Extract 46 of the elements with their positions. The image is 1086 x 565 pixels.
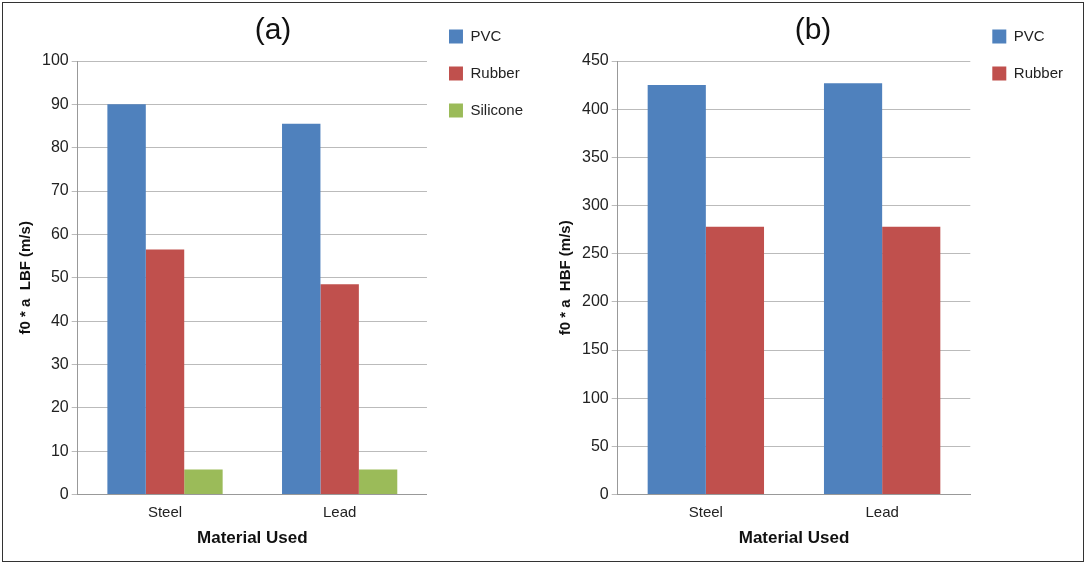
y-axis-title: f0 * a HBF (m/s): [556, 220, 574, 336]
bar: [358, 469, 398, 495]
y-tick-label: 60: [50, 224, 69, 242]
legend-label: Silicone: [470, 100, 523, 118]
y-tick-label: 10: [50, 441, 69, 459]
bar: [145, 249, 185, 495]
x-tick-label: Steel: [147, 502, 183, 520]
y-tick-label: 40: [50, 311, 69, 329]
y-tick-label: 80: [50, 138, 69, 156]
y-tick-label: 50: [50, 268, 69, 286]
x-tick-label: Lead: [322, 502, 357, 520]
legend-label: Rubber: [1013, 63, 1064, 81]
chart-title: (a): [254, 12, 292, 46]
y-tick-label: 30: [50, 354, 69, 372]
y-tick-label: 250: [581, 244, 609, 262]
bar: [320, 284, 359, 495]
x-axis-title: Material Used: [738, 528, 850, 548]
y-tick-label: 100: [41, 51, 69, 69]
x-tick-label: Lead: [865, 502, 899, 520]
y-tick-label: 200: [581, 292, 609, 310]
y-tick-label: 50: [590, 436, 609, 454]
legend-label: PVC: [470, 26, 502, 44]
y-tick-label: 0: [59, 485, 69, 503]
legend-label: Rubber: [470, 63, 520, 81]
chart-title: (b): [794, 12, 832, 46]
y-tick-label: 300: [581, 195, 609, 213]
y-tick-label: 450: [581, 51, 609, 69]
legend-label: PVC: [1013, 26, 1045, 44]
y-tick-label: 150: [581, 340, 609, 358]
bar: [647, 85, 706, 495]
x-tick-label: Steel: [688, 502, 723, 520]
bar: [823, 83, 883, 495]
y-tick-label: 100: [581, 388, 609, 406]
y-tick-label: 400: [581, 99, 609, 117]
y-tick-label: 70: [50, 181, 69, 199]
bar: [882, 226, 941, 495]
y-axis-title: f0 * a LBF (m/s): [16, 221, 34, 335]
bar: [184, 469, 223, 495]
y-tick-label: 20: [50, 398, 69, 416]
y-tick-label: 350: [581, 147, 609, 165]
bar: [705, 226, 765, 495]
bar: [107, 104, 146, 495]
y-tick-label: 90: [50, 94, 69, 112]
x-axis-title: Material Used: [197, 528, 308, 548]
y-tick-label: 0: [599, 485, 609, 503]
bar: [282, 123, 321, 495]
